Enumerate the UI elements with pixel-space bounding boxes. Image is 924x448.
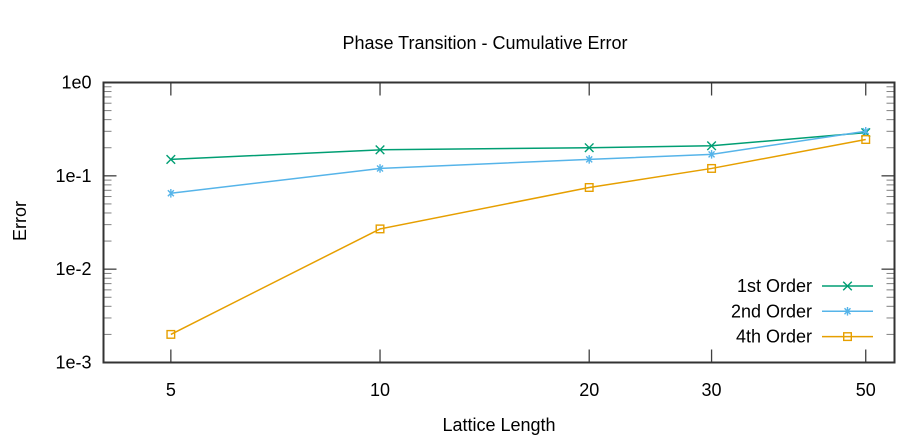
y-tick-label: 1e0 xyxy=(61,73,91,93)
series-line-2nd-order xyxy=(170,130,866,195)
open-square-marker xyxy=(166,329,176,339)
cross-marker xyxy=(166,154,176,165)
open-square-marker xyxy=(375,224,385,234)
open-square-marker xyxy=(843,332,853,342)
asterisk-marker xyxy=(167,188,175,198)
series-1st-order xyxy=(166,127,871,165)
x-major-ticks xyxy=(170,82,867,363)
asterisk-marker xyxy=(844,307,851,316)
open-square-marker xyxy=(861,135,871,145)
asterisk-marker xyxy=(585,155,593,164)
x-tick-label: 30 xyxy=(702,380,722,400)
open-square-marker xyxy=(584,182,594,192)
y-tick-label: 1e-3 xyxy=(55,353,91,373)
cross-marker xyxy=(584,142,595,153)
cross-marker xyxy=(842,281,853,291)
open-square-marker xyxy=(707,163,717,173)
series-line-4th-order xyxy=(170,138,866,336)
asterisk-marker xyxy=(376,164,384,173)
cross-marker xyxy=(375,145,385,155)
x-tick-label: 50 xyxy=(856,380,876,400)
chart-title: Phase Transition - Cumulative Error xyxy=(342,33,628,53)
legend-label-4th-order: 4th Order xyxy=(736,327,812,347)
legend-label-2nd-order: 2nd Order xyxy=(731,301,812,321)
cross-marker xyxy=(706,140,717,151)
y-tick-label: 1e-1 xyxy=(55,166,91,186)
x-axis-label: Lattice Length xyxy=(442,415,556,435)
series-2nd-order xyxy=(167,127,870,198)
plot-border xyxy=(102,81,896,364)
y-minor-ticks xyxy=(103,86,895,335)
legend-label-1st-order: 1st Order xyxy=(737,276,812,296)
series-4th-order xyxy=(166,135,871,339)
x-tick-label: 5 xyxy=(166,380,176,400)
asterisk-marker xyxy=(862,127,870,136)
series-line-1st-order xyxy=(170,131,866,161)
x-tick-label: 10 xyxy=(370,380,390,400)
x-tick-label: 20 xyxy=(579,380,599,400)
y-tick-label: 1e-2 xyxy=(55,259,91,279)
asterisk-marker xyxy=(708,150,716,159)
